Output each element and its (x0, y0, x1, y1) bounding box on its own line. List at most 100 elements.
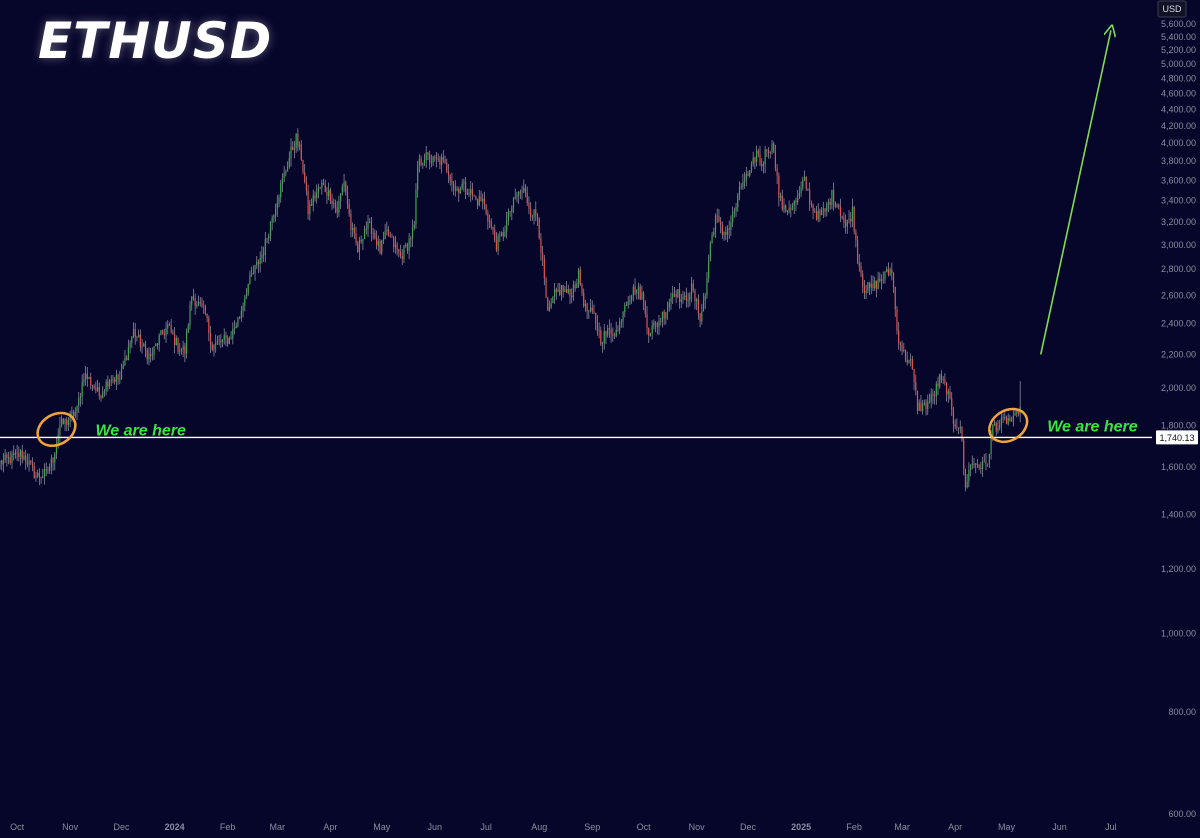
candle (42, 476, 44, 478)
candle (997, 427, 999, 432)
candle (487, 213, 489, 222)
y-tick-label: 2,600.00 (1161, 290, 1196, 300)
candle (276, 203, 278, 209)
candle (776, 168, 778, 176)
candle (422, 163, 424, 165)
candle (160, 330, 162, 336)
x-tick-label: Jun (1052, 822, 1067, 832)
candle (822, 208, 824, 211)
candle (468, 193, 470, 195)
candle (295, 133, 297, 149)
candle (143, 343, 145, 347)
candle (151, 355, 153, 356)
candle (155, 343, 157, 347)
candle (64, 419, 66, 424)
candle (797, 197, 799, 203)
candle (362, 238, 364, 242)
candle (502, 232, 504, 237)
candle (269, 221, 272, 236)
candle (50, 458, 52, 467)
candle (423, 159, 426, 164)
candle (410, 238, 412, 240)
candle (23, 455, 25, 460)
candle (1005, 417, 1008, 424)
candle (981, 461, 984, 470)
candle (124, 357, 126, 366)
x-tick-label: Jul (1105, 822, 1117, 832)
candle (928, 401, 931, 403)
candle (500, 232, 503, 236)
candle (293, 148, 296, 150)
candle (661, 311, 664, 322)
candle (684, 295, 686, 297)
candle (523, 187, 525, 192)
candle (4, 454, 6, 460)
candle (964, 468, 967, 488)
candle (908, 359, 910, 363)
candle (810, 204, 812, 205)
candle (904, 350, 907, 360)
candle (471, 189, 474, 196)
candle (1007, 417, 1009, 424)
candle (103, 390, 106, 393)
x-tick-label: Nov (689, 822, 706, 832)
candle (851, 206, 854, 222)
candle (358, 240, 361, 252)
candle (156, 343, 159, 346)
candle (370, 221, 373, 234)
candle (187, 325, 189, 332)
candle (266, 238, 268, 240)
candle (533, 209, 535, 217)
candle (860, 266, 862, 275)
candle (812, 204, 814, 212)
candle (923, 402, 925, 405)
highlight-ellipse (988, 407, 1029, 444)
candle (918, 402, 920, 411)
candle (191, 296, 193, 305)
candle (894, 287, 896, 310)
candle (562, 285, 564, 292)
candle (559, 289, 561, 295)
candle (232, 328, 234, 339)
candle (83, 379, 85, 382)
y-tick-label: 3,600.00 (1161, 175, 1196, 185)
candle (624, 305, 626, 313)
candle (694, 290, 696, 302)
candle (584, 304, 587, 307)
candle (492, 226, 494, 230)
candle (945, 382, 948, 395)
y-tick-label: 3,000.00 (1161, 240, 1196, 250)
candle (245, 293, 248, 298)
candle (572, 285, 575, 298)
candle (865, 290, 867, 294)
candle (451, 180, 453, 184)
candle (273, 215, 275, 218)
candle (483, 198, 486, 205)
candle (353, 227, 355, 234)
candle (6, 454, 8, 458)
candle (696, 299, 698, 302)
candle (713, 231, 715, 235)
candle (357, 243, 359, 252)
candle (771, 143, 773, 152)
candle (949, 391, 951, 399)
candle (889, 269, 891, 275)
candle (903, 350, 905, 351)
candle (1014, 413, 1016, 416)
candle (461, 183, 463, 189)
candle (314, 195, 316, 198)
candle (867, 282, 869, 291)
price-tag-label: 1,740.13 (1159, 433, 1194, 443)
candle (197, 302, 200, 305)
candle (228, 337, 230, 344)
candle (781, 195, 783, 210)
candle (227, 337, 229, 344)
candle (901, 344, 903, 351)
candle (285, 171, 287, 173)
candle (766, 149, 768, 151)
candle (951, 398, 953, 410)
candle (304, 172, 306, 182)
candle (790, 207, 792, 210)
x-tick-label: Oct (637, 822, 652, 832)
candle (213, 345, 215, 350)
